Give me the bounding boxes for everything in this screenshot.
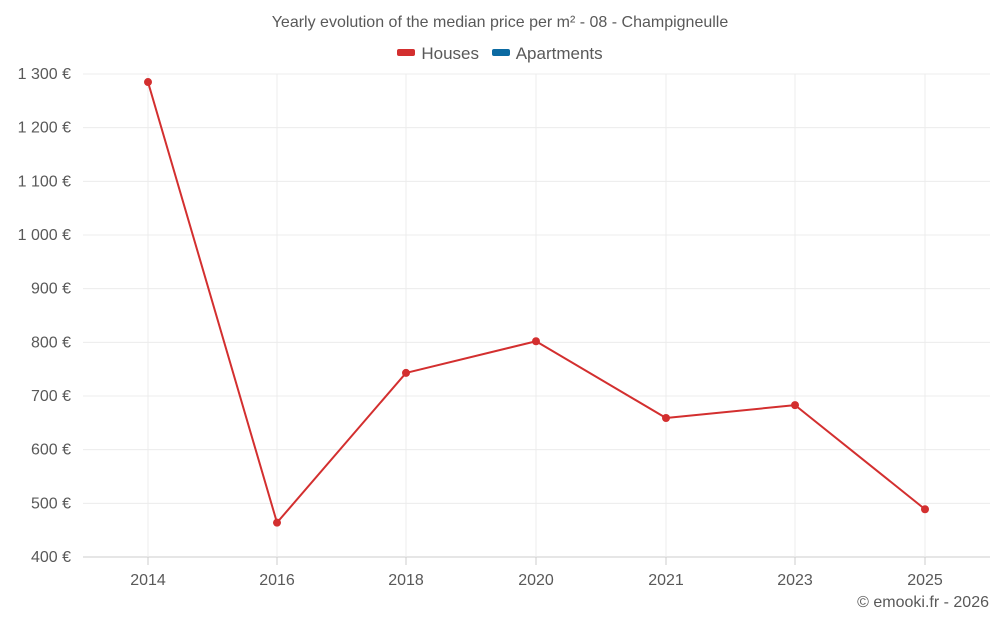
y-tick-label: 400 € bbox=[31, 549, 71, 566]
y-tick-label: 600 € bbox=[31, 442, 71, 459]
y-tick-label: 800 € bbox=[31, 334, 71, 351]
y-tick-label: 500 € bbox=[31, 495, 71, 512]
y-tick-label: 1 100 € bbox=[18, 173, 71, 190]
y-tick-label: 700 € bbox=[31, 388, 71, 405]
chart-title: Yearly evolution of the median price per… bbox=[271, 14, 729, 31]
x-tick-label: 2018 bbox=[388, 572, 424, 589]
data-point-houses bbox=[532, 337, 540, 346]
legend: Houses Apartments bbox=[0, 44, 1000, 64]
x-tick-label: 2020 bbox=[518, 572, 554, 589]
y-tick-label: 1 300 € bbox=[18, 66, 71, 83]
x-tick-label: 2016 bbox=[259, 572, 295, 589]
copyright-footer: © emooki.fr - 2026 bbox=[857, 594, 989, 611]
data-point-houses bbox=[144, 78, 152, 87]
data-point-houses bbox=[791, 401, 799, 410]
legend-label-houses: Houses bbox=[421, 44, 479, 63]
legend-item-apartments[interactable]: Apartments bbox=[491, 44, 603, 64]
y-tick-label: 1 200 € bbox=[18, 120, 71, 137]
legend-swatch-houses bbox=[397, 49, 416, 57]
data-point-houses bbox=[662, 414, 670, 423]
y-tick-label: 900 € bbox=[31, 281, 71, 298]
data-point-houses bbox=[921, 505, 929, 514]
data-point-houses bbox=[273, 518, 281, 527]
legend-swatch-apartments bbox=[491, 49, 510, 57]
legend-item-houses[interactable]: Houses bbox=[397, 44, 479, 64]
x-tick-label: 2014 bbox=[130, 572, 166, 589]
x-tick-label: 2025 bbox=[907, 572, 943, 589]
x-tick-label: 2021 bbox=[648, 572, 684, 589]
data-point-houses bbox=[402, 368, 410, 377]
y-tick-label: 1 000 € bbox=[18, 227, 71, 244]
x-tick-label: 2023 bbox=[777, 572, 813, 589]
legend-label-apartments: Apartments bbox=[515, 44, 603, 63]
